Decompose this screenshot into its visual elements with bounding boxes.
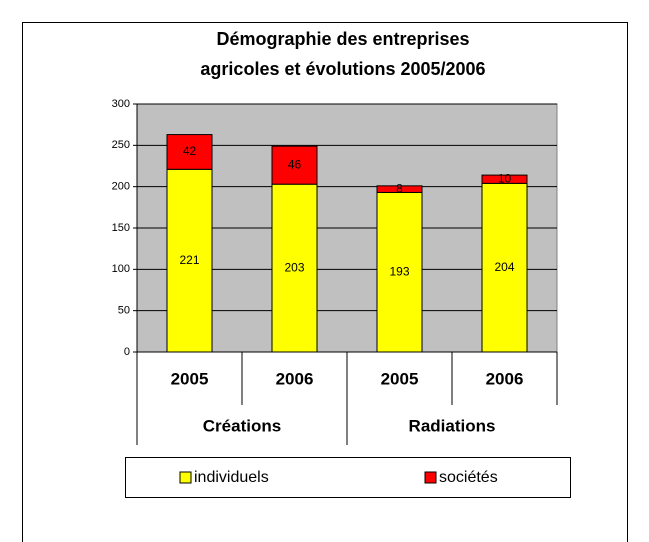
data-label: 221 <box>179 253 199 267</box>
y-tick-label: 300 <box>112 98 130 110</box>
y-tick-label: 50 <box>118 305 130 317</box>
group-label: Radiations <box>409 416 496 435</box>
x-tick-label: 2006 <box>486 369 524 388</box>
y-tick-label: 150 <box>112 222 130 234</box>
y-tick-label: 250 <box>112 139 130 151</box>
data-label: 204 <box>494 260 514 274</box>
bar-segment <box>166 134 213 170</box>
legend-label: sociétés <box>439 469 498 486</box>
data-label: 203 <box>284 260 304 274</box>
legend-swatch <box>424 471 437 484</box>
data-label: 10 <box>498 171 512 185</box>
group-label: Créations <box>203 416 281 435</box>
y-tick-label: 200 <box>112 181 130 193</box>
legend-label: individuels <box>194 469 269 486</box>
data-label: 46 <box>288 157 302 171</box>
y-tick-label: 100 <box>112 263 130 275</box>
bar-segment <box>271 145 318 185</box>
bar-segment <box>376 185 423 193</box>
bar-segment <box>166 168 213 353</box>
data-label: 8 <box>396 181 403 195</box>
chart-title: Démographie des entreprises <box>216 29 469 49</box>
data-label: 42 <box>183 144 197 158</box>
x-tick-label: 2006 <box>276 369 314 388</box>
chart-title: agricoles et évolutions 2005/2006 <box>200 59 485 79</box>
x-tick-label: 2005 <box>381 369 419 388</box>
y-tick-label: 0 <box>124 346 130 358</box>
bar-segment <box>271 183 318 353</box>
legend-box <box>125 457 571 498</box>
legend-swatch <box>179 471 192 484</box>
x-tick-label: 2005 <box>171 369 209 388</box>
data-label: 193 <box>389 264 409 278</box>
bar-segment <box>481 174 528 184</box>
